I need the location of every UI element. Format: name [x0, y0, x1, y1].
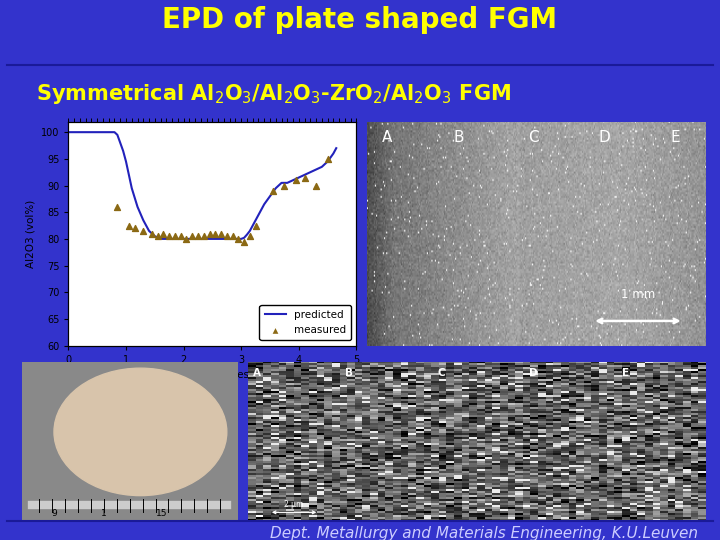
- Text: Symmetrical Al$_2$O$_3$/Al$_2$O$_3$-ZrO$_2$/Al$_2$O$_3$ FGM: Symmetrical Al$_2$O$_3$/Al$_2$O$_3$-ZrO$…: [36, 83, 511, 106]
- Y-axis label: Al2O3 (vol%): Al2O3 (vol%): [25, 199, 35, 268]
- Point: [250, 221, 261, 230]
- Point: [322, 154, 333, 163]
- Text: 1: 1: [101, 509, 107, 518]
- Point: [204, 229, 215, 238]
- Text: A: A: [253, 368, 261, 378]
- Circle shape: [54, 368, 227, 496]
- Text: B: B: [345, 368, 353, 378]
- Point: [169, 232, 181, 240]
- Point: [158, 229, 169, 238]
- Point: [146, 229, 158, 238]
- Point: [244, 232, 256, 240]
- Point: [290, 176, 302, 185]
- Text: A: A: [382, 131, 392, 145]
- Point: [267, 186, 279, 195]
- Point: [198, 232, 210, 240]
- Point: [175, 232, 186, 240]
- Text: E: E: [670, 131, 680, 145]
- Point: [310, 181, 322, 190]
- Text: C: C: [437, 368, 445, 378]
- Point: [123, 221, 135, 230]
- Point: [233, 234, 244, 243]
- Text: 2 μm: 2 μm: [284, 500, 304, 509]
- Text: D: D: [598, 131, 610, 145]
- Point: [186, 232, 198, 240]
- Text: C: C: [528, 131, 539, 145]
- Text: 1 mm: 1 mm: [621, 288, 655, 301]
- Point: [152, 232, 163, 240]
- Text: EPD of plate shaped FGM: EPD of plate shaped FGM: [163, 5, 557, 33]
- Point: [221, 232, 233, 240]
- Point: [227, 232, 238, 240]
- Point: [279, 181, 290, 190]
- Point: [215, 229, 227, 238]
- Point: [129, 224, 140, 233]
- X-axis label: Sintered plate thickness d (mm): Sintered plate thickness d (mm): [128, 370, 297, 380]
- Point: [210, 229, 221, 238]
- Point: [181, 234, 192, 243]
- Text: 9: 9: [51, 509, 57, 518]
- Point: [192, 232, 204, 240]
- Point: [112, 202, 123, 211]
- Text: 15: 15: [156, 509, 168, 518]
- Point: [163, 232, 175, 240]
- Point: [238, 237, 250, 246]
- Text: Dept. Metallurgy and Materials Engineering, K.U.Leuven: Dept. Metallurgy and Materials Engineeri…: [271, 526, 698, 540]
- Text: D: D: [529, 368, 538, 378]
- Legend: predicted, measured: predicted, measured: [259, 305, 351, 340]
- Point: [299, 173, 310, 182]
- Point: [138, 227, 149, 235]
- Text: B: B: [454, 131, 464, 145]
- Text: E: E: [621, 368, 629, 378]
